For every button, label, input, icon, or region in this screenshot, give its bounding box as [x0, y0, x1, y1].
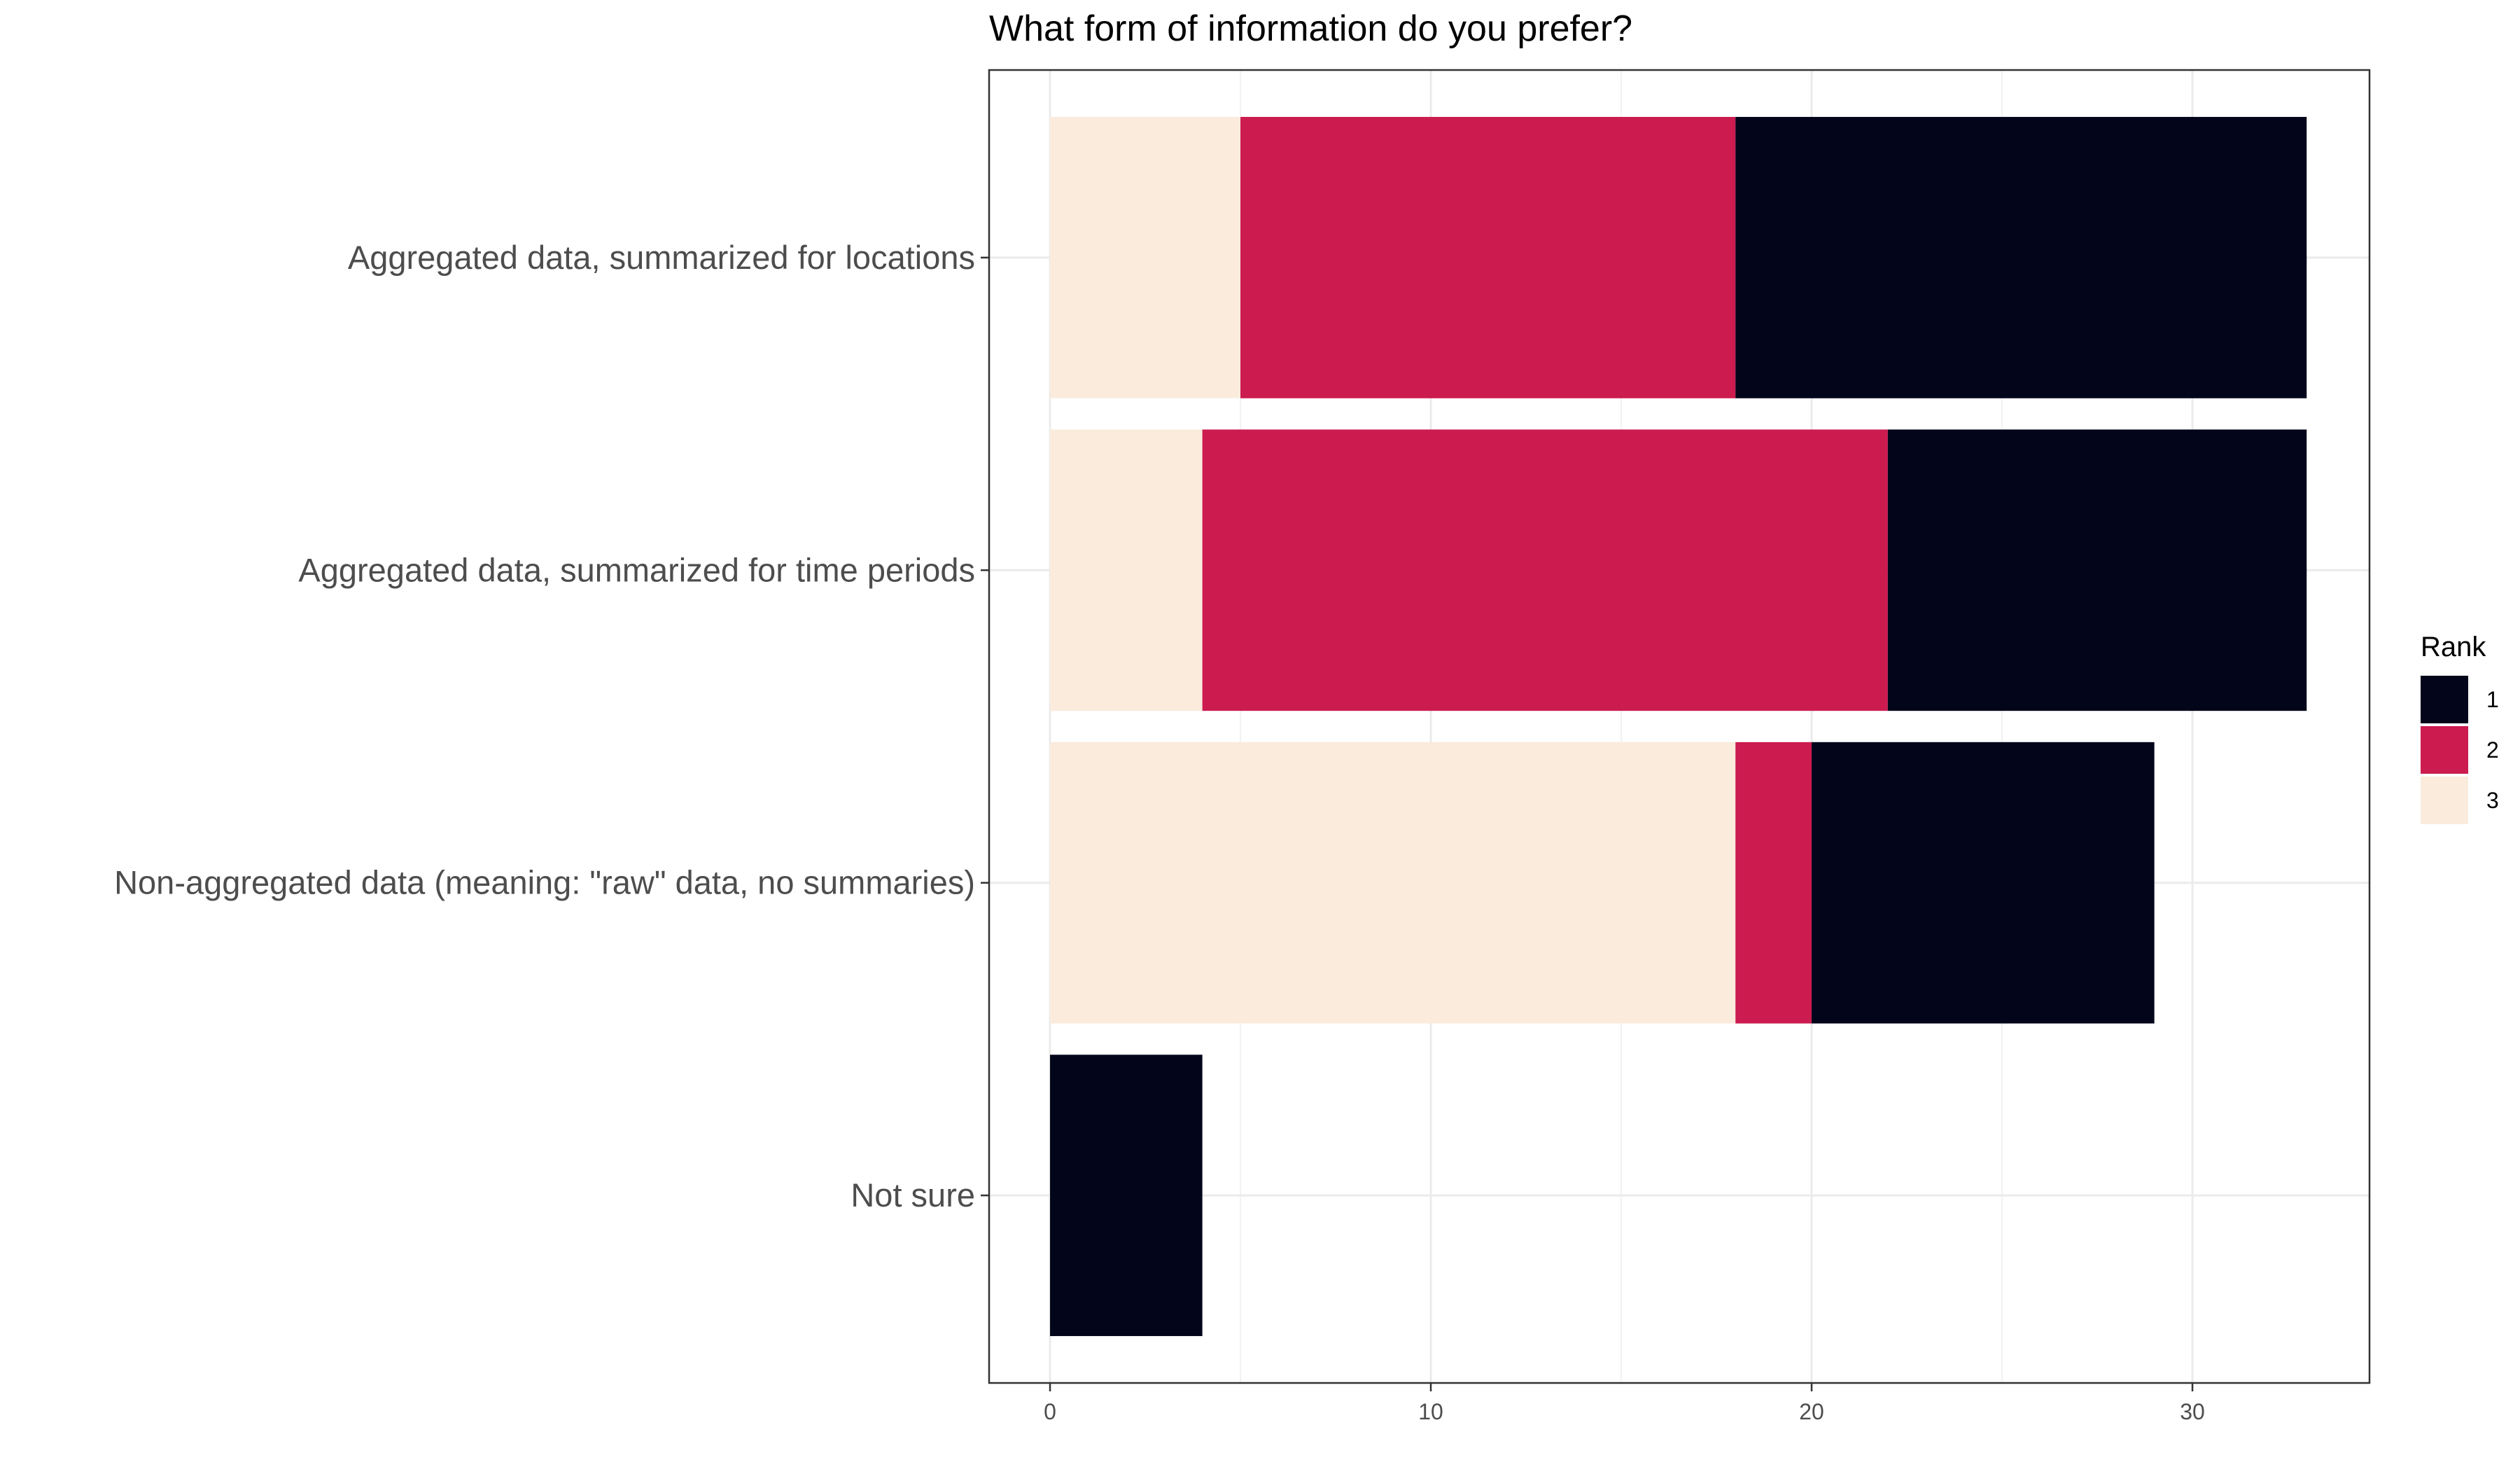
bar-aggregated-data-summarized-for-time-periods-rank-3: [1050, 429, 1203, 711]
bar-not-sure-rank-1: [1050, 1055, 1203, 1337]
bar-aggregated-data-summarized-for-time-periods-rank-2: [1202, 429, 1888, 711]
bar-non-aggregated-data-meaning-raw-data-no-summaries-rank-1: [1812, 742, 2155, 1024]
y-tick-label-aggregated-data-summarized-for-locations: Aggregated data, summarized for location…: [348, 239, 975, 276]
x-tick-label: 30: [2180, 1399, 2205, 1424]
legend-key-3: [2421, 777, 2468, 824]
bar-non-aggregated-data-meaning-raw-data-no-summaries-rank-3: [1050, 742, 1736, 1024]
legend-label-2: 2: [2486, 737, 2499, 763]
bars-layer: [1050, 116, 2307, 1337]
legend-label-3: 3: [2486, 788, 2499, 813]
legend: Rank 1 2 3: [2421, 632, 2499, 824]
legend-key-2: [2421, 726, 2468, 774]
bar-aggregated-data-summarized-for-locations-rank-3: [1050, 116, 1241, 398]
plot-panel-border: [988, 69, 2371, 1384]
y-tick-label-aggregated-data-summarized-for-time-periods: Aggregated data, summarized for time per…: [298, 551, 975, 588]
x-tick-label: 10: [1418, 1399, 1443, 1424]
y-tick-label-non-aggregated-data-meaning-raw-data-no-summaries: Non-aggregated data (meaning: "raw" data…: [114, 864, 975, 901]
x-tick-label: 0: [1044, 1399, 1056, 1424]
bar-aggregated-data-summarized-for-time-periods-rank-1: [1887, 429, 2307, 711]
bar-aggregated-data-summarized-for-locations-rank-1: [1735, 116, 2307, 398]
chart-title: What form of information do you prefer?: [989, 8, 1632, 49]
legend-label-1: 1: [2486, 687, 2499, 712]
bar-aggregated-data-summarized-for-locations-rank-2: [1240, 116, 1736, 398]
bar-non-aggregated-data-meaning-raw-data-no-summaries-rank-2: [1735, 742, 1812, 1024]
legend-title: Rank: [2421, 632, 2486, 662]
x-tick-label: 20: [1799, 1399, 1824, 1424]
axis-layer: 0 10 20 30 Aggregated data, summarized for l…: [114, 239, 2205, 1424]
legend-key-1: [2421, 676, 2468, 723]
y-tick-label-not-sure: Not sure: [850, 1176, 975, 1214]
